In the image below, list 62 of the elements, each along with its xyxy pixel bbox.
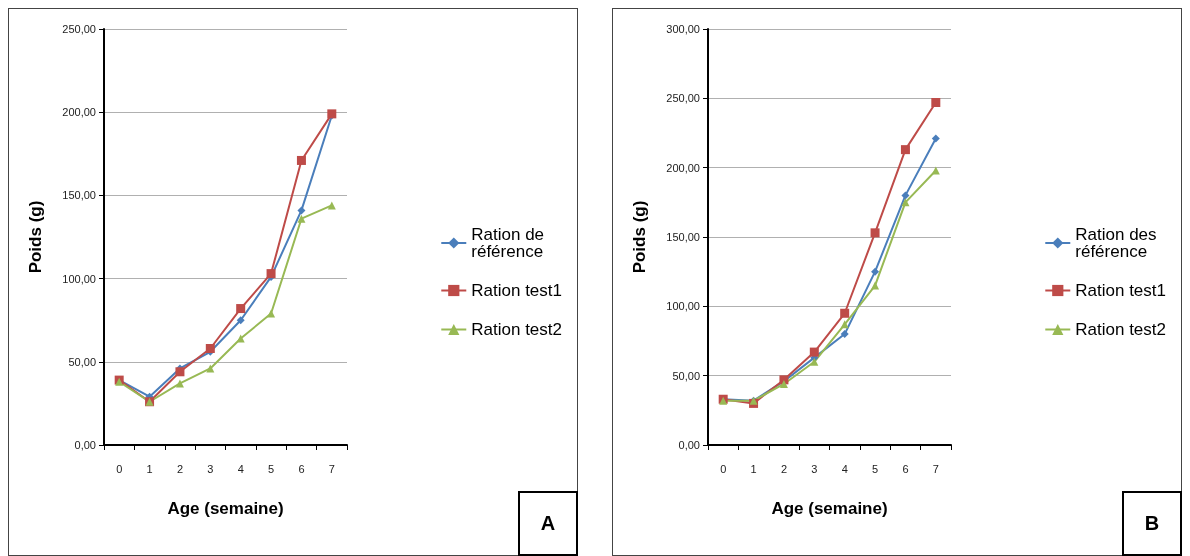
- x-tick-label: 7: [328, 462, 335, 475]
- y-tick-label: 100,00: [666, 300, 700, 313]
- y-tick-label: 300,00: [666, 23, 700, 35]
- point: [871, 267, 880, 276]
- x-tick-label: 1: [146, 462, 153, 475]
- x-tick-label: 2: [176, 462, 183, 475]
- x-tick-label: 5: [872, 462, 879, 475]
- point: [810, 357, 819, 366]
- x-tick-label: 3: [811, 462, 818, 475]
- point: [296, 155, 306, 165]
- point: [236, 334, 245, 343]
- x-tick-label: 0: [720, 462, 727, 475]
- x-axis-title: Age (semaine): [167, 499, 284, 518]
- x-tick-label: 0: [116, 462, 123, 475]
- x-tick-label: 4: [841, 462, 848, 475]
- y-tick-label: 50,00: [68, 355, 96, 368]
- x-tick-label: 2: [780, 462, 787, 475]
- legend-label: Ration test1: [471, 281, 563, 300]
- x-tick-label: 1: [750, 462, 757, 475]
- x-axis-title: Age (semaine): [771, 499, 888, 518]
- y-tick-label: 200,00: [62, 106, 96, 119]
- point: [871, 281, 880, 290]
- y-tick-label: 250,00: [62, 23, 96, 35]
- y-tick-label: 0,00: [74, 439, 96, 451]
- x-tick-label: 3: [207, 462, 214, 475]
- point: [840, 330, 849, 339]
- y-axis-title: Poids (g): [26, 200, 45, 274]
- x-tick-label: 4: [237, 462, 244, 475]
- point: [809, 347, 819, 357]
- point: [901, 198, 910, 207]
- point: [236, 304, 246, 314]
- point: [901, 191, 910, 200]
- point: [175, 367, 185, 377]
- point: [931, 134, 940, 143]
- legend-label: Ration test2: [1075, 320, 1167, 339]
- y-tick-label: 250,00: [666, 92, 700, 105]
- legend-label: Ration test1: [1075, 281, 1167, 300]
- text: B: [1122, 491, 1182, 556]
- x-tick-label: 5: [268, 462, 275, 475]
- point: [900, 145, 910, 155]
- legend-label: Ration de référence: [471, 225, 545, 261]
- y-tick-label: 150,00: [62, 189, 96, 202]
- y-tick-label: 150,00: [666, 231, 700, 243]
- legend-label: Ration test2: [471, 320, 563, 339]
- point: [931, 97, 941, 107]
- y-axis-title: Poids (g): [630, 200, 649, 274]
- x-tick-label: 7: [932, 462, 939, 475]
- y-tick-label: 50,00: [672, 369, 700, 382]
- x-tick-label: 6: [902, 462, 909, 475]
- point: [205, 343, 215, 353]
- y-tick-label: 100,00: [62, 272, 96, 285]
- point: [297, 206, 306, 215]
- point: [236, 316, 245, 325]
- text: A: [518, 491, 578, 556]
- point: [297, 214, 306, 223]
- point: [840, 308, 850, 318]
- point: [870, 228, 880, 238]
- y-tick-label: 200,00: [666, 161, 700, 174]
- point: [267, 309, 276, 318]
- y-tick-label: 0,00: [678, 439, 700, 451]
- legend-label: Ration des référence: [1075, 225, 1157, 261]
- x-tick-label: 6: [298, 462, 305, 475]
